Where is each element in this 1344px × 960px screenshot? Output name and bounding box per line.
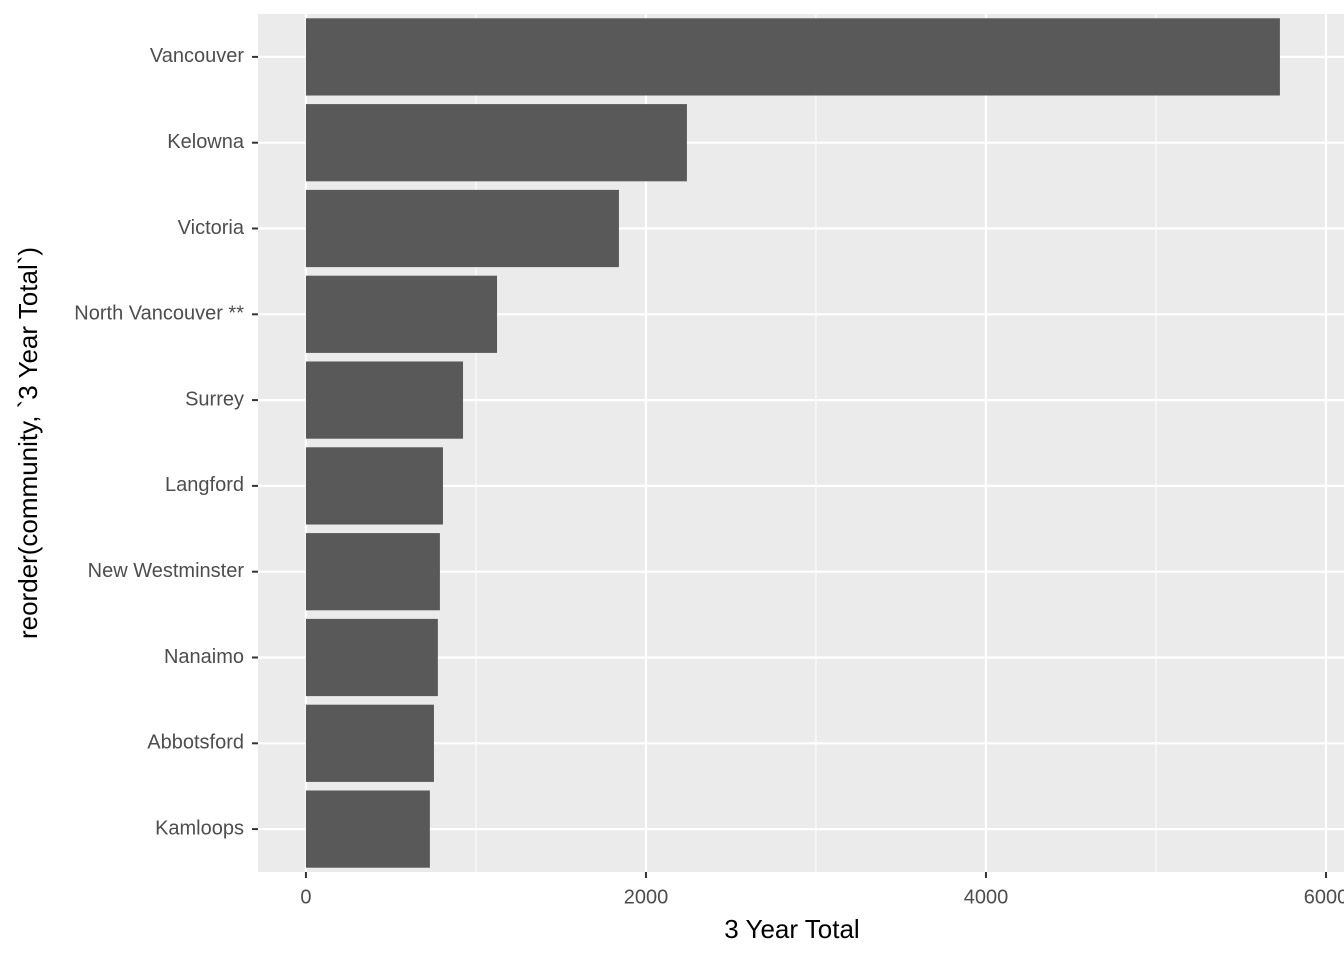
y-tick-label: Kamloops xyxy=(155,817,244,839)
y-tick-label: Victoria xyxy=(178,217,245,239)
y-tick-label: Abbotsford xyxy=(147,732,244,754)
y-tick-label: New Westminster xyxy=(88,560,245,582)
bar xyxy=(305,618,438,697)
x-axis-title: 3 Year Total xyxy=(724,914,859,944)
x-tick-label: 6000 xyxy=(1304,886,1344,908)
bar xyxy=(305,447,443,525)
y-tick-label: Nanaimo xyxy=(164,646,244,668)
bar xyxy=(305,189,619,268)
y-tick-label: Surrey xyxy=(185,388,244,410)
bar xyxy=(305,790,430,868)
bar xyxy=(305,104,687,182)
bar xyxy=(305,361,464,439)
bar xyxy=(305,275,498,353)
bar xyxy=(305,18,1280,96)
y-tick-label: Kelowna xyxy=(167,131,245,153)
y-tick-label: Langford xyxy=(165,474,244,496)
y-tick-label: Vancouver xyxy=(150,45,244,67)
x-tick-label: 2000 xyxy=(624,886,669,908)
bar xyxy=(305,704,434,782)
x-tick-label: 4000 xyxy=(964,886,1009,908)
y-tick-label: North Vancouver ** xyxy=(74,303,244,325)
bar xyxy=(305,533,440,611)
y-axis-title: reorder(community, `3 Year Total`) xyxy=(13,247,43,639)
x-tick-label: 0 xyxy=(300,886,311,908)
